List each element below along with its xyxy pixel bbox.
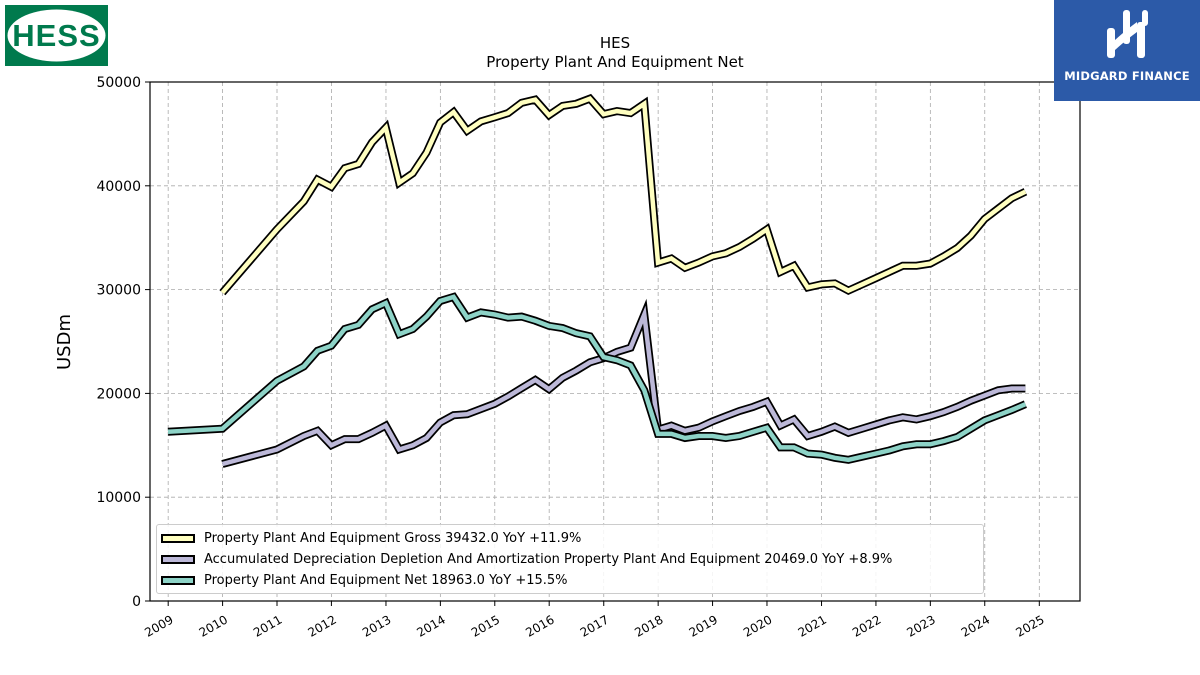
y-tick-label: 20000 — [96, 386, 141, 402]
legend-label-gross: Property Plant And Equipment Gross 39432… — [204, 530, 582, 546]
legend-item-gross: Property Plant And Equipment Gross 39432… — [161, 529, 581, 547]
series-depreciation-stroke — [221, 305, 1026, 467]
y-tick-label: 10000 — [96, 490, 141, 506]
x-tick-label: 2022 — [850, 612, 883, 639]
legend-item-depreciation: Accumulated Depreciation Depletion And A… — [161, 550, 892, 568]
x-tick-label: 2013 — [360, 612, 393, 639]
x-tick-label: 2015 — [469, 612, 502, 639]
hess-logo-text: HESS — [12, 18, 100, 53]
x-tick-label: 2021 — [796, 612, 829, 639]
series-gross-line — [219, 93, 1028, 296]
x-tick-label: 2014 — [414, 612, 447, 639]
x-tick-label: 2025 — [1013, 612, 1046, 639]
x-axis: 2009 2010 2011 2012 2013 2014 2015 2016 2017 2018… — [142, 601, 1047, 640]
x-tick-label: 2010 — [197, 612, 230, 639]
y-axis: 0 10000 20000 30000 40000 50000 — [96, 75, 150, 610]
y-tick-label: 50000 — [96, 75, 141, 91]
y-axis-label: USDm — [54, 314, 75, 370]
legend: Property Plant And Equipment Gross 39432… — [156, 524, 984, 594]
x-tick-label: 2009 — [142, 612, 175, 639]
series-net-stroke — [167, 294, 1027, 463]
series-net-line — [167, 292, 1027, 464]
x-tick-label: 2024 — [959, 612, 992, 639]
legend-swatch-depreciation — [161, 554, 195, 564]
series-depreciation-line — [221, 298, 1026, 468]
chart-title: HES — [600, 34, 630, 52]
x-tick-label: 2011 — [251, 612, 284, 639]
legend-label-net: Property Plant And Equipment Net 18963.0… — [204, 572, 568, 588]
midgard-finance-logo: MIDGARD FINANCE — [1054, 0, 1200, 101]
legend-item-net: Property Plant And Equipment Net 18963.0… — [161, 571, 568, 589]
midgard-emblem-icon — [1107, 10, 1148, 58]
midgard-logo-text: MIDGARD FINANCE — [1064, 69, 1190, 83]
x-tick-label: 2016 — [523, 612, 556, 639]
x-tick-label: 2018 — [632, 612, 665, 639]
hess-logo: HESS — [5, 5, 108, 66]
x-tick-label: 2017 — [578, 612, 611, 639]
legend-swatch-net — [161, 575, 195, 585]
plot-frame — [149, 81, 1081, 602]
grid — [150, 81, 1080, 601]
legend-label-depreciation: Accumulated Depreciation Depletion And A… — [204, 551, 893, 567]
legend-swatch-gross — [161, 533, 195, 543]
hess-logo-ellipse — [7, 9, 106, 62]
chart-subtitle: Property Plant And Equipment Net — [486, 53, 743, 71]
x-tick-label: 2023 — [904, 612, 937, 639]
x-tick-label: 2019 — [687, 612, 720, 639]
y-tick-label: 0 — [132, 594, 141, 610]
x-tick-label: 2020 — [741, 612, 774, 639]
series-lines — [167, 93, 1028, 468]
series-gross-stroke — [220, 95, 1027, 295]
x-tick-label: 2012 — [305, 612, 338, 639]
y-tick-label: 40000 — [96, 179, 141, 195]
y-tick-label: 30000 — [96, 283, 141, 299]
